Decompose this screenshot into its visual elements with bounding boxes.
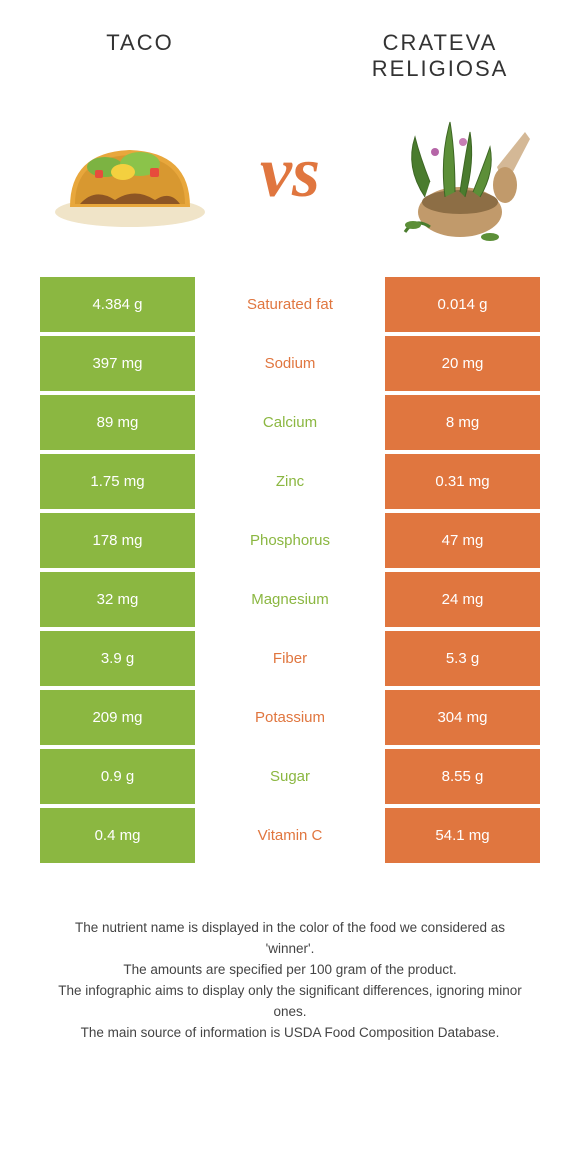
left-value: 1.75 mg: [40, 454, 195, 509]
nutrient-label: Vitamin C: [195, 808, 385, 863]
left-value: 0.9 g: [40, 749, 195, 804]
left-food-title: TACO: [40, 30, 240, 82]
nutrient-label: Magnesium: [195, 572, 385, 627]
left-value: 209 mg: [40, 690, 195, 745]
herb-image: [360, 97, 540, 247]
images-row: vs: [40, 97, 540, 247]
vs-label: vs: [260, 131, 320, 214]
right-value: 54.1 mg: [385, 808, 540, 863]
nutrient-label: Saturated fat: [195, 277, 385, 332]
taco-image: [40, 97, 220, 247]
nutrient-label: Sugar: [195, 749, 385, 804]
left-value: 89 mg: [40, 395, 195, 450]
nutrient-row: 0.4 mgVitamin C54.1 mg: [40, 808, 540, 863]
right-value: 8 mg: [385, 395, 540, 450]
right-value: 0.014 g: [385, 277, 540, 332]
right-value: 47 mg: [385, 513, 540, 568]
nutrient-row: 209 mgPotassium304 mg: [40, 690, 540, 745]
left-value: 0.4 mg: [40, 808, 195, 863]
footer-line-2: The amounts are specified per 100 gram o…: [50, 960, 530, 981]
nutrient-row: 3.9 gFiber5.3 g: [40, 631, 540, 686]
header-row: TACO CRATEVA RELIGIOSA: [40, 30, 540, 82]
footer-text: The nutrient name is displayed in the co…: [40, 918, 540, 1044]
right-value: 5.3 g: [385, 631, 540, 686]
right-food-title: CRATEVA RELIGIOSA: [340, 30, 540, 82]
footer-line-3: The infographic aims to display only the…: [50, 981, 530, 1023]
right-value: 24 mg: [385, 572, 540, 627]
nutrient-row: 0.9 gSugar8.55 g: [40, 749, 540, 804]
footer-line-4: The main source of information is USDA F…: [50, 1023, 530, 1044]
nutrient-label: Sodium: [195, 336, 385, 391]
nutrient-row: 1.75 mgZinc0.31 mg: [40, 454, 540, 509]
left-value: 178 mg: [40, 513, 195, 568]
right-value: 304 mg: [385, 690, 540, 745]
footer-line-1: The nutrient name is displayed in the co…: [50, 918, 530, 960]
nutrient-label: Potassium: [195, 690, 385, 745]
nutrient-row: 32 mgMagnesium24 mg: [40, 572, 540, 627]
right-value: 0.31 mg: [385, 454, 540, 509]
nutrient-label: Phosphorus: [195, 513, 385, 568]
nutrient-label: Calcium: [195, 395, 385, 450]
nutrient-label: Zinc: [195, 454, 385, 509]
nutrient-table: 4.384 gSaturated fat0.014 g397 mgSodium2…: [40, 277, 540, 863]
nutrient-row: 397 mgSodium20 mg: [40, 336, 540, 391]
nutrient-row: 178 mgPhosphorus47 mg: [40, 513, 540, 568]
left-value: 3.9 g: [40, 631, 195, 686]
right-value: 20 mg: [385, 336, 540, 391]
left-value: 32 mg: [40, 572, 195, 627]
left-value: 4.384 g: [40, 277, 195, 332]
nutrient-label: Fiber: [195, 631, 385, 686]
left-value: 397 mg: [40, 336, 195, 391]
nutrient-row: 89 mgCalcium8 mg: [40, 395, 540, 450]
nutrient-row: 4.384 gSaturated fat0.014 g: [40, 277, 540, 332]
right-value: 8.55 g: [385, 749, 540, 804]
